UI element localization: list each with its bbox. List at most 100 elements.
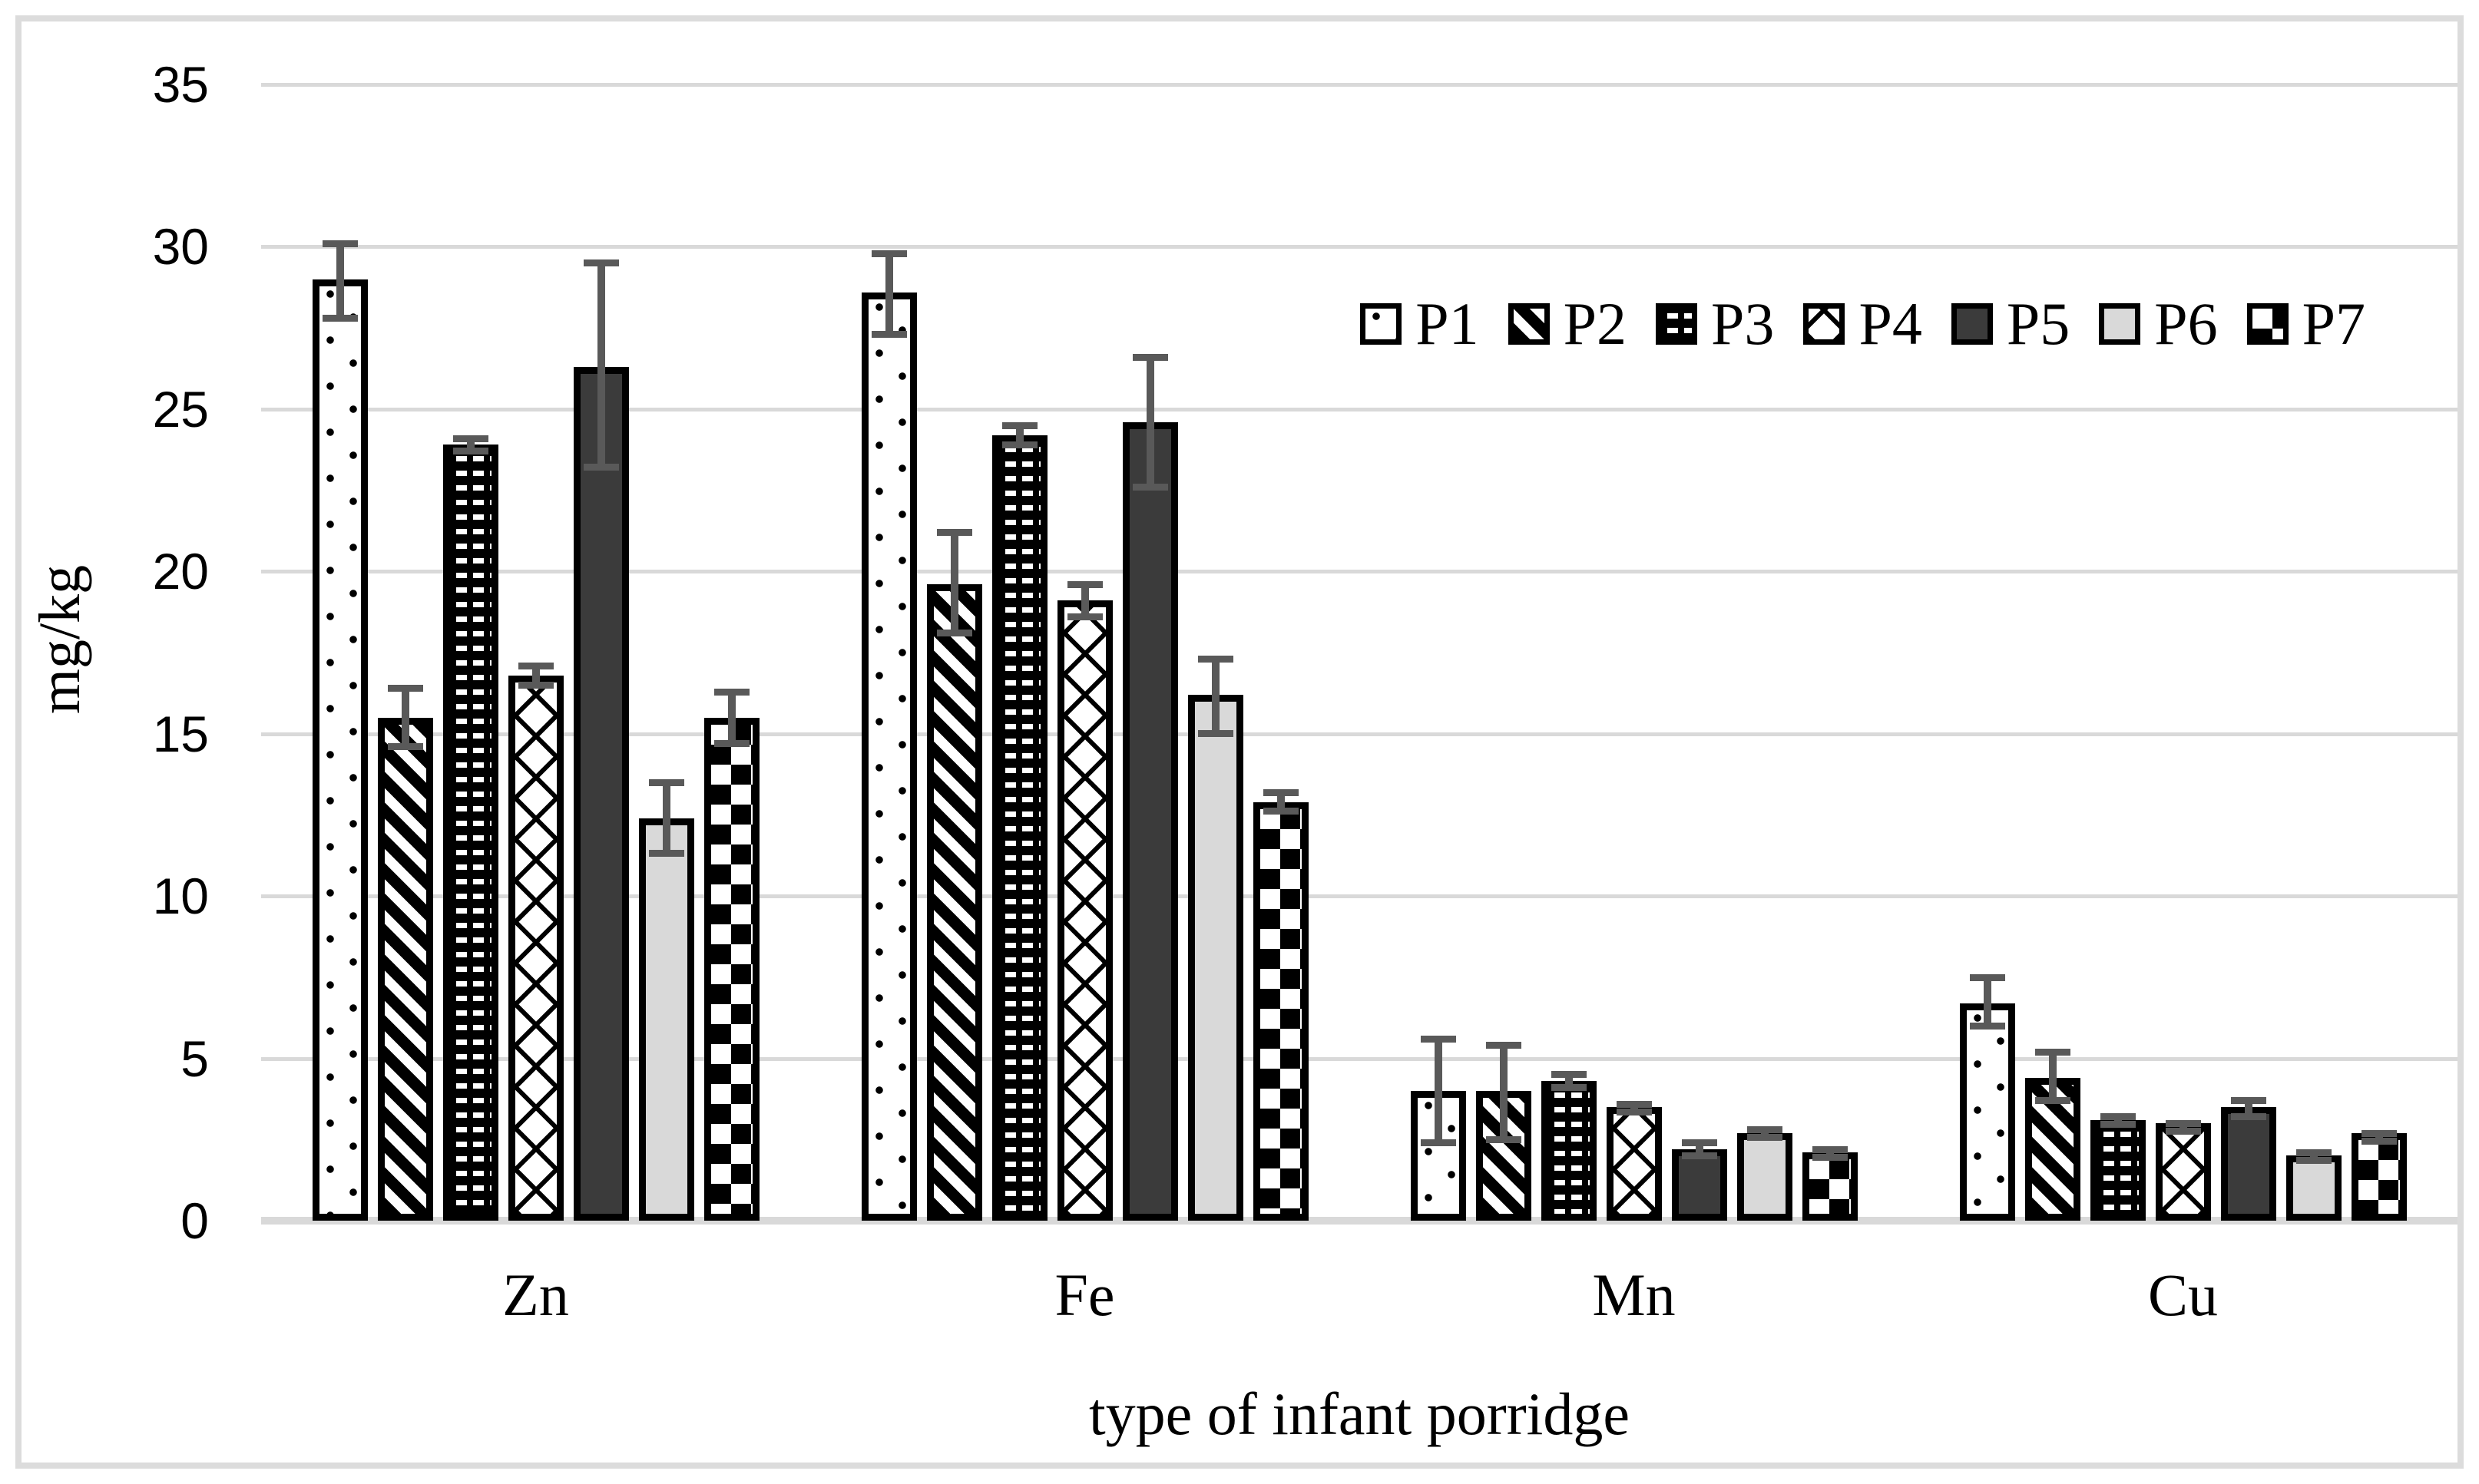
bar-P5-Mn <box>1671 1149 1727 1221</box>
bar-P4-Cu <box>2155 1123 2211 1221</box>
gridline-y-15 <box>261 732 2457 736</box>
bar-P6-Zn <box>638 818 694 1221</box>
bar-P1-Zn <box>312 279 368 1221</box>
legend-swatch-P7 <box>2246 303 2289 345</box>
gridline-y-5 <box>261 1056 2457 1061</box>
bar-P5-Cu <box>2220 1107 2276 1221</box>
gridline-y-35 <box>261 83 2457 87</box>
error-bar-P5-Zn <box>583 259 619 471</box>
gridline-y-30 <box>261 245 2457 250</box>
error-bar-P7-Zn <box>713 688 750 747</box>
ytick-label-15: 15 <box>152 705 209 762</box>
legend-swatch-P3 <box>1656 303 1698 345</box>
error-bar-P2-Cu <box>2034 1048 2070 1104</box>
error-bar-P5-Fe <box>1132 353 1168 491</box>
bar-P1-Cu <box>1959 1003 2015 1221</box>
legend-item-P4: P4 <box>1803 292 1922 356</box>
ytick-label-25: 25 <box>152 380 209 438</box>
legend-swatch-P1 <box>1360 303 1402 345</box>
bar-slot-P4-Cu <box>2155 84 2211 1221</box>
bar-P7-Cu <box>2351 1132 2407 1221</box>
bar-slot-P7-Fe <box>1253 84 1309 1221</box>
error-bar-P3-Fe <box>1001 421 1038 448</box>
ytick-label-10: 10 <box>152 868 209 925</box>
bar-group-Mn <box>1410 84 1858 1221</box>
error-bar-P3-Mn <box>1551 1071 1587 1091</box>
bar-P3-Zn <box>442 445 498 1221</box>
bar-group-Zn <box>312 84 760 1221</box>
category-label-Mn: Mn <box>1592 1261 1676 1328</box>
bar-P4-Zn <box>508 675 564 1221</box>
bar-P1-Fe <box>861 292 917 1221</box>
bar-slot-P1-Mn <box>1410 84 1466 1221</box>
error-bar-P2-Mn <box>1485 1042 1521 1143</box>
bar-slot-P3-Fe <box>991 84 1048 1221</box>
error-bar-P1-Zn <box>322 240 358 322</box>
bar-P6-Cu <box>2285 1155 2342 1221</box>
bar-P5-Zn <box>573 366 629 1221</box>
legend: P1 P2 P3 P4 P5 P6 P7 <box>1360 292 2365 356</box>
error-bar-P6-Cu <box>2295 1149 2332 1164</box>
legend-label-P2: P2 <box>1563 290 1627 357</box>
bar-P4-Fe <box>1057 600 1113 1221</box>
bar-P2-Zn <box>377 717 433 1221</box>
error-bar-P4-Cu <box>2165 1119 2201 1135</box>
bar-slot-P2-Mn <box>1475 84 1531 1221</box>
bar-slot-P1-Cu <box>1959 84 2015 1221</box>
ytick-label-0: 0 <box>180 1192 209 1249</box>
bar-slot-P1-Fe <box>861 84 917 1221</box>
bar-P7-Mn <box>1802 1152 1858 1221</box>
bar-slot-P5-Mn <box>1671 84 1727 1221</box>
gridline-y-25 <box>261 407 2457 411</box>
bar-slot-P6-Mn <box>1736 84 1792 1221</box>
legend-item-P7: P7 <box>2246 290 2365 357</box>
error-bar-P6-Mn <box>1746 1126 1782 1142</box>
ytick-label-5: 5 <box>180 1030 209 1087</box>
error-bar-P1-Mn <box>1420 1035 1456 1146</box>
legend-label-P6: P6 <box>2154 290 2218 357</box>
bar-slot-P7-Mn <box>1802 84 1858 1221</box>
error-bar-P7-Mn <box>1812 1145 1848 1161</box>
error-bar-P3-Zn <box>452 435 488 455</box>
ytick-label-30: 30 <box>152 218 209 276</box>
legend-swatch-P5 <box>1951 303 1993 345</box>
category-label-Zn: Zn <box>502 1261 569 1328</box>
bar-P2-Fe <box>926 584 982 1221</box>
gridline-y-10 <box>261 894 2457 899</box>
bar-P7-Zn <box>703 717 760 1221</box>
legend-label-P7: P7 <box>2302 290 2365 357</box>
bar-slot-P2-Fe <box>926 84 982 1221</box>
ytick-label-20: 20 <box>152 543 209 600</box>
error-bar-P4-Mn <box>1616 1100 1652 1115</box>
bar-P7-Fe <box>1253 801 1309 1221</box>
legend-label-P5: P5 <box>2006 290 2070 357</box>
bar-slot-P7-Zn <box>703 84 760 1221</box>
legend-item-P6: P6 <box>2099 290 2218 357</box>
error-bar-P2-Fe <box>936 529 972 636</box>
error-bar-P6-Zn <box>648 778 684 858</box>
bar-group-Fe <box>861 84 1309 1221</box>
bar-slot-P6-Cu <box>2285 84 2342 1221</box>
legend-swatch-P4 <box>1803 303 1845 345</box>
legend-item-P3: P3 <box>1656 292 1774 356</box>
bar-P4-Mn <box>1606 1107 1662 1221</box>
bar-slot-P5-Fe <box>1122 84 1178 1221</box>
error-bar-P2-Zn <box>387 685 423 750</box>
legend-label-P3: P3 <box>1711 290 1775 357</box>
bar-P5-Fe <box>1122 421 1178 1221</box>
legend-item-P1: P1 <box>1360 292 1479 356</box>
bar-slot-P3-Zn <box>442 84 498 1221</box>
bar-slot-P5-Zn <box>573 84 629 1221</box>
legend-swatch-P6 <box>2099 303 2141 345</box>
gridline-y-0 <box>261 1217 2457 1225</box>
bar-P6-Mn <box>1736 1132 1792 1221</box>
error-bar-P6-Fe <box>1197 656 1233 737</box>
error-bar-P3-Cu <box>2100 1113 2136 1129</box>
bar-slot-P7-Cu <box>2351 84 2407 1221</box>
error-bar-P5-Mn <box>1681 1139 1717 1159</box>
legend-item-P2: P2 <box>1508 292 1627 356</box>
bar-P3-Fe <box>991 435 1048 1221</box>
gridline-y-20 <box>261 570 2457 574</box>
error-bar-P7-Cu <box>2361 1129 2397 1145</box>
